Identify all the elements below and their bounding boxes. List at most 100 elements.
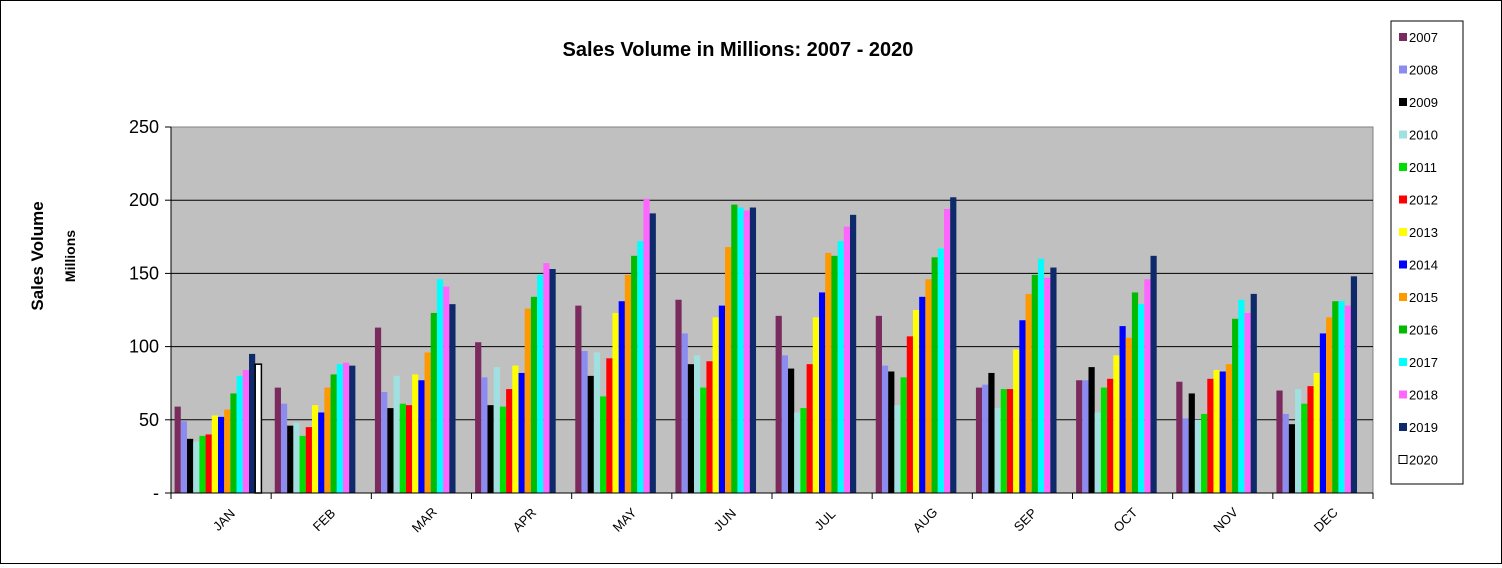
bar-2008-feb [280,403,288,493]
bar-2011-oct [1100,387,1108,493]
bar-2010-dec [1295,389,1302,493]
legend-swatch-2012 [1399,195,1407,204]
bar-2009-oct [1088,367,1095,493]
bar-2011-jun [700,387,707,493]
bar-2019-sep [1050,267,1057,493]
bar-2012-oct [1107,378,1114,493]
bar-2016-jul [831,255,838,493]
legend-swatch-2014 [1399,260,1407,269]
legend: 2007 2008 2009 2010 2011 2012 2013 2014 2015 2016… [1390,20,1464,485]
bar-2016-apr [530,296,538,493]
bar-2009-jan [187,438,194,493]
bar-2008-apr [481,377,488,493]
bar-2012-mar [405,405,413,493]
legend-label-2020: 2020 [1409,453,1438,468]
bar-2010-jun [694,355,701,493]
legend-swatch-2011 [1399,163,1407,171]
bar-2015-may [624,274,632,493]
bar-2010-aug [894,405,901,493]
legend-label-2013: 2013 [1409,225,1438,240]
bar-2011-aug [900,377,907,493]
bar-2009-aug [888,371,895,493]
legend-swatch-2009 [1399,98,1407,106]
bar-2017-apr [537,274,544,493]
bar-2019-aug [950,197,957,493]
bar-2008-aug [881,365,889,493]
bar-2009-may [587,375,594,493]
x-tick-label-oct: OCT [1110,505,1140,535]
legend-label-2017: 2017 [1409,355,1438,370]
bar-2013-feb [311,405,319,493]
legend-swatch-2013 [1399,228,1407,236]
legend-swatch-2008 [1399,65,1407,74]
bar-2014-aug [919,296,926,493]
legend-label-2010: 2010 [1409,128,1438,143]
bar-2009-mar [387,408,394,493]
bar-2016-jun [731,204,738,493]
bar-2007-mar [374,327,382,493]
bar-2009-sep [988,372,995,493]
bar-2007-sep [975,387,983,493]
x-tick-label-may: MAY [610,505,640,535]
bar-2015-dec [1326,317,1333,493]
bar-2019-may [649,213,656,493]
bar-2016-dec [1332,301,1339,493]
legend-swatch-2017 [1399,358,1407,366]
bar-2015-oct [1125,337,1132,493]
bar-2010-apr [493,367,500,493]
bar-2011-dec [1301,403,1308,493]
bar-2008-jul [781,355,788,493]
bar-2007-apr [475,342,482,493]
bar-2010-may [593,352,601,493]
bar-2014-sep [1019,320,1026,493]
bar-2011-jan [199,435,206,493]
bar-2016-jan [230,393,237,493]
bar-2010-jul [794,412,801,493]
y-axis-label: Sales Volume [28,201,47,310]
legend-swatch-2015 [1399,293,1407,301]
bar-2013-oct [1113,355,1120,493]
bar-2009-feb [287,425,294,493]
bar-2019-jan [249,353,256,493]
bar-2017-jan [236,375,243,493]
bar-2018-aug [943,208,951,494]
bar-2012-sep [1006,389,1014,493]
bar-2008-sep [982,384,989,493]
bar-2013-may [612,312,619,493]
bar-2017-nov [1238,299,1245,493]
bar-2009-jun [687,364,695,493]
bar-2015-apr [524,308,531,493]
x-tick-label-apr: APR [510,505,540,535]
bar-2013-nov [1213,370,1220,493]
bar-2017-feb [336,364,343,493]
bar-2007-feb [274,387,281,493]
bar-2017-oct [1138,304,1145,493]
bar-2019-nov [1250,293,1257,493]
bar-2012-apr [506,389,513,493]
bar-2017-sep [1037,258,1045,493]
bar-2013-jan [211,415,218,493]
legend-label-2019: 2019 [1409,420,1438,435]
bar-2018-jun [743,210,750,493]
bar-2012-dec [1307,386,1314,493]
bar-2007-jun [675,299,682,493]
bar-2013-dec [1313,372,1320,493]
bar-2014-apr [518,372,525,493]
bar-2017-jul [837,241,844,493]
bar-2018-jul [843,226,850,494]
x-tick-label-jun: JUN [710,506,738,534]
bar-2013-mar [412,374,419,493]
bar-2016-oct [1131,292,1139,493]
bar-2017-dec [1338,301,1345,493]
legend-swatch-2016 [1399,325,1407,334]
bar-2008-mar [381,391,388,493]
bar-2014-jun [718,305,726,493]
bar-2011-mar [399,403,406,493]
legend-label-2018: 2018 [1409,388,1438,403]
bar-2014-jul [819,292,826,493]
bar-2007-jan [174,406,181,493]
bar-2010-sep [994,408,1001,493]
bar-2020-jan [254,363,263,494]
